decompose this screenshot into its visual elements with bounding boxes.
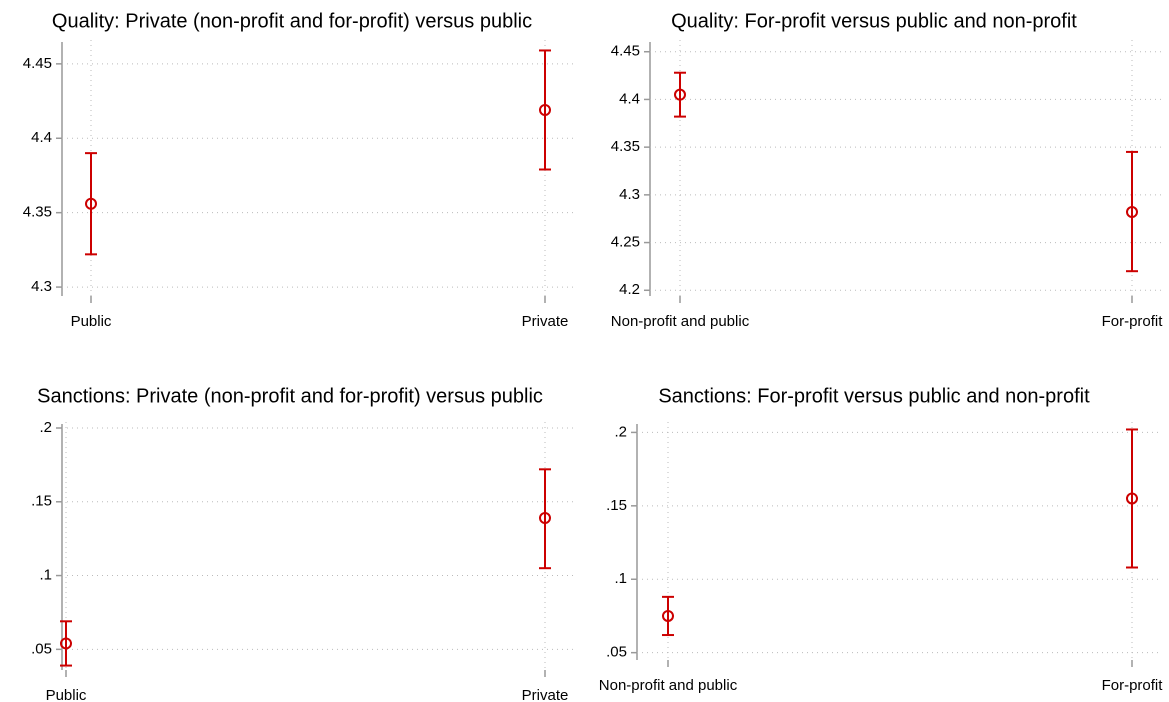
y-tick-label: 4.25 <box>611 234 640 251</box>
y-tick-label: 4.45 <box>611 43 640 60</box>
y-tick-label: .15 <box>31 493 52 510</box>
x-tick-label: Public <box>71 313 112 330</box>
point <box>1126 206 1138 219</box>
x-tick-label: Non-profit and public <box>611 313 750 330</box>
x-tick-label: Public <box>46 687 87 702</box>
point <box>60 637 72 650</box>
point <box>85 197 97 210</box>
y-tick-label: .2 <box>614 423 627 440</box>
chart-title: Sanctions: Private (non-profit and for-p… <box>37 385 543 407</box>
point <box>539 103 551 116</box>
y-tick-label: .05 <box>606 644 627 661</box>
chart-title: Quality: Private (non-profit and for-pro… <box>52 10 532 32</box>
x-tick-label: For-profit <box>1102 677 1164 694</box>
y-tick-label: .15 <box>606 497 627 514</box>
y-tick-label: 4.35 <box>611 138 640 155</box>
y-tick-label: .1 <box>614 570 627 587</box>
chart-title: Quality: For-profit versus public and no… <box>671 10 1077 32</box>
x-tick-label: For-profit <box>1102 313 1164 330</box>
y-tick-label: 4.4 <box>31 129 52 146</box>
y-tick-label: .05 <box>31 640 52 657</box>
x-tick-label: Private <box>522 687 569 702</box>
y-tick-label: .2 <box>39 419 52 436</box>
y-tick-label: 4.4 <box>619 90 640 107</box>
chart-title: Sanctions: For-profit versus public and … <box>658 385 1090 407</box>
y-tick-label: 4.3 <box>619 186 640 203</box>
point <box>1126 492 1138 505</box>
y-tick-label: 4.2 <box>619 281 640 298</box>
point <box>539 512 551 525</box>
x-tick-label: Non-profit and public <box>599 677 738 694</box>
y-tick-label: 4.35 <box>23 204 52 221</box>
x-tick-label: Private <box>522 313 569 330</box>
point <box>674 88 686 101</box>
y-tick-label: 4.45 <box>23 55 52 72</box>
point <box>662 609 674 622</box>
y-tick-label: .1 <box>39 567 52 584</box>
y-tick-label: 4.3 <box>31 278 52 295</box>
